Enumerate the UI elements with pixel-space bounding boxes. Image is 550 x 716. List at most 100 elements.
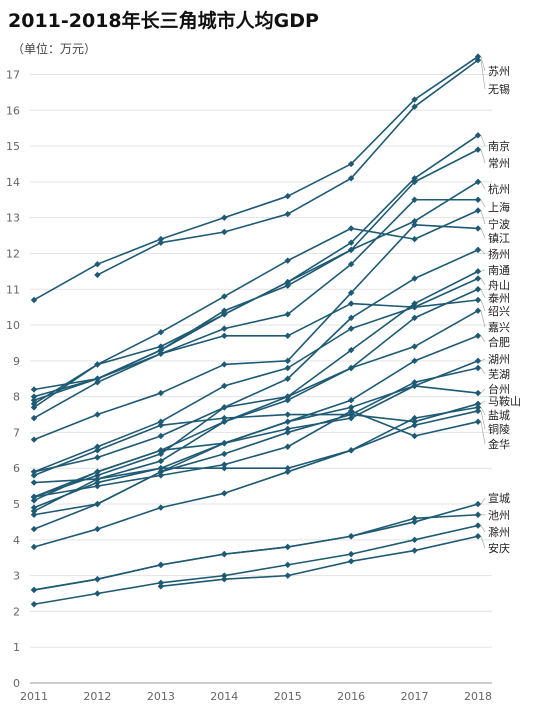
data-point (347, 246, 355, 254)
data-point (221, 465, 228, 472)
label-leader (480, 181, 486, 190)
data-point (347, 411, 355, 418)
data-point (94, 454, 101, 461)
data-point (474, 533, 482, 540)
series-line (33, 513, 479, 591)
data-point (474, 246, 482, 254)
label-leader (480, 249, 486, 255)
data-point (221, 361, 228, 368)
data-point (474, 332, 482, 339)
data-point (474, 357, 482, 365)
data-point (157, 422, 165, 429)
data-point (284, 375, 291, 382)
label-leader (480, 228, 486, 239)
data-point (347, 300, 355, 307)
series-label: 盐城 (488, 409, 510, 422)
data-point (474, 404, 482, 411)
series-line (33, 406, 479, 548)
data-point (347, 225, 355, 232)
data-point (284, 282, 291, 289)
data-point (94, 590, 101, 597)
data-point (347, 325, 355, 332)
series-label: 湖州 (488, 353, 510, 366)
series-labels: 苏州无锡南京常州杭州上海宁波镇江扬州南通舟山泰州绍兴嘉兴合肥湖州芜湖台州马鞍山盐… (480, 56, 521, 555)
series-label: 扬州 (488, 247, 510, 261)
x-tick-label: 2016 (337, 690, 365, 703)
data-point (157, 472, 165, 479)
data-point (157, 465, 165, 472)
data-point (157, 561, 165, 569)
data-point (347, 407, 355, 415)
data-point (284, 332, 291, 339)
data-point (347, 558, 355, 565)
series-label: 苏州 (488, 65, 510, 78)
data-point (94, 447, 101, 454)
series-line (33, 403, 479, 477)
y-tick-label: 13 (6, 212, 20, 225)
data-point (157, 468, 165, 476)
data-point (347, 346, 355, 354)
data-point (411, 418, 418, 425)
y-tick-label: 10 (6, 319, 20, 332)
data-point (474, 178, 482, 186)
series-label: 池州 (488, 509, 510, 522)
data-point (347, 364, 355, 372)
data-point (347, 397, 355, 404)
data-point (411, 221, 418, 229)
series-line (33, 209, 479, 405)
data-point (347, 175, 355, 182)
data-point (411, 96, 418, 103)
data-point (347, 414, 355, 422)
data-point (411, 178, 418, 186)
series-line (33, 277, 479, 473)
label-leader (480, 289, 486, 299)
series-label: 舟山 (488, 278, 510, 292)
data-point (474, 364, 482, 372)
series-label: 绍兴 (488, 304, 510, 318)
data-point (30, 601, 38, 608)
series-line (33, 410, 479, 484)
data-point (221, 307, 228, 314)
series-line (33, 249, 479, 498)
series-label: 铜陵 (488, 422, 510, 436)
data-point (411, 175, 418, 182)
data-point (411, 536, 418, 544)
label-leader (480, 525, 486, 533)
x-tick-label: 2014 (210, 690, 238, 703)
y-tick-label: 14 (6, 176, 20, 189)
data-point (157, 583, 165, 590)
x-tick-label: 2018 (464, 690, 492, 703)
data-point (30, 479, 38, 486)
series-line (33, 288, 479, 512)
data-point (157, 447, 165, 454)
data-point (30, 504, 38, 511)
data-point (284, 429, 291, 436)
data-point (30, 525, 38, 533)
data-point (411, 547, 418, 554)
data-point (94, 411, 101, 418)
data-point (157, 350, 165, 357)
data-point (30, 404, 38, 411)
data-point (221, 450, 228, 458)
data-point (474, 225, 482, 232)
y-tick-label: 3 (13, 570, 20, 583)
label-leader (480, 278, 486, 286)
label-leader (480, 497, 486, 505)
data-point (411, 432, 418, 440)
data-point (94, 375, 101, 382)
chart-title: 2011-2018年长三角城市人均GDP (8, 10, 319, 32)
data-point (157, 457, 165, 465)
data-point (221, 414, 228, 422)
data-point (30, 436, 38, 443)
y-tick-label: 5 (13, 498, 20, 511)
data-point (157, 239, 165, 246)
y-tick-label: 16 (6, 104, 20, 117)
series-line (97, 59, 479, 276)
data-point (30, 497, 38, 504)
data-point (157, 450, 165, 458)
data-point (94, 525, 101, 533)
chart-subtitle: （单位：万元） (12, 42, 97, 56)
series-line (33, 360, 479, 509)
data-point (474, 196, 482, 203)
data-point (411, 422, 418, 429)
